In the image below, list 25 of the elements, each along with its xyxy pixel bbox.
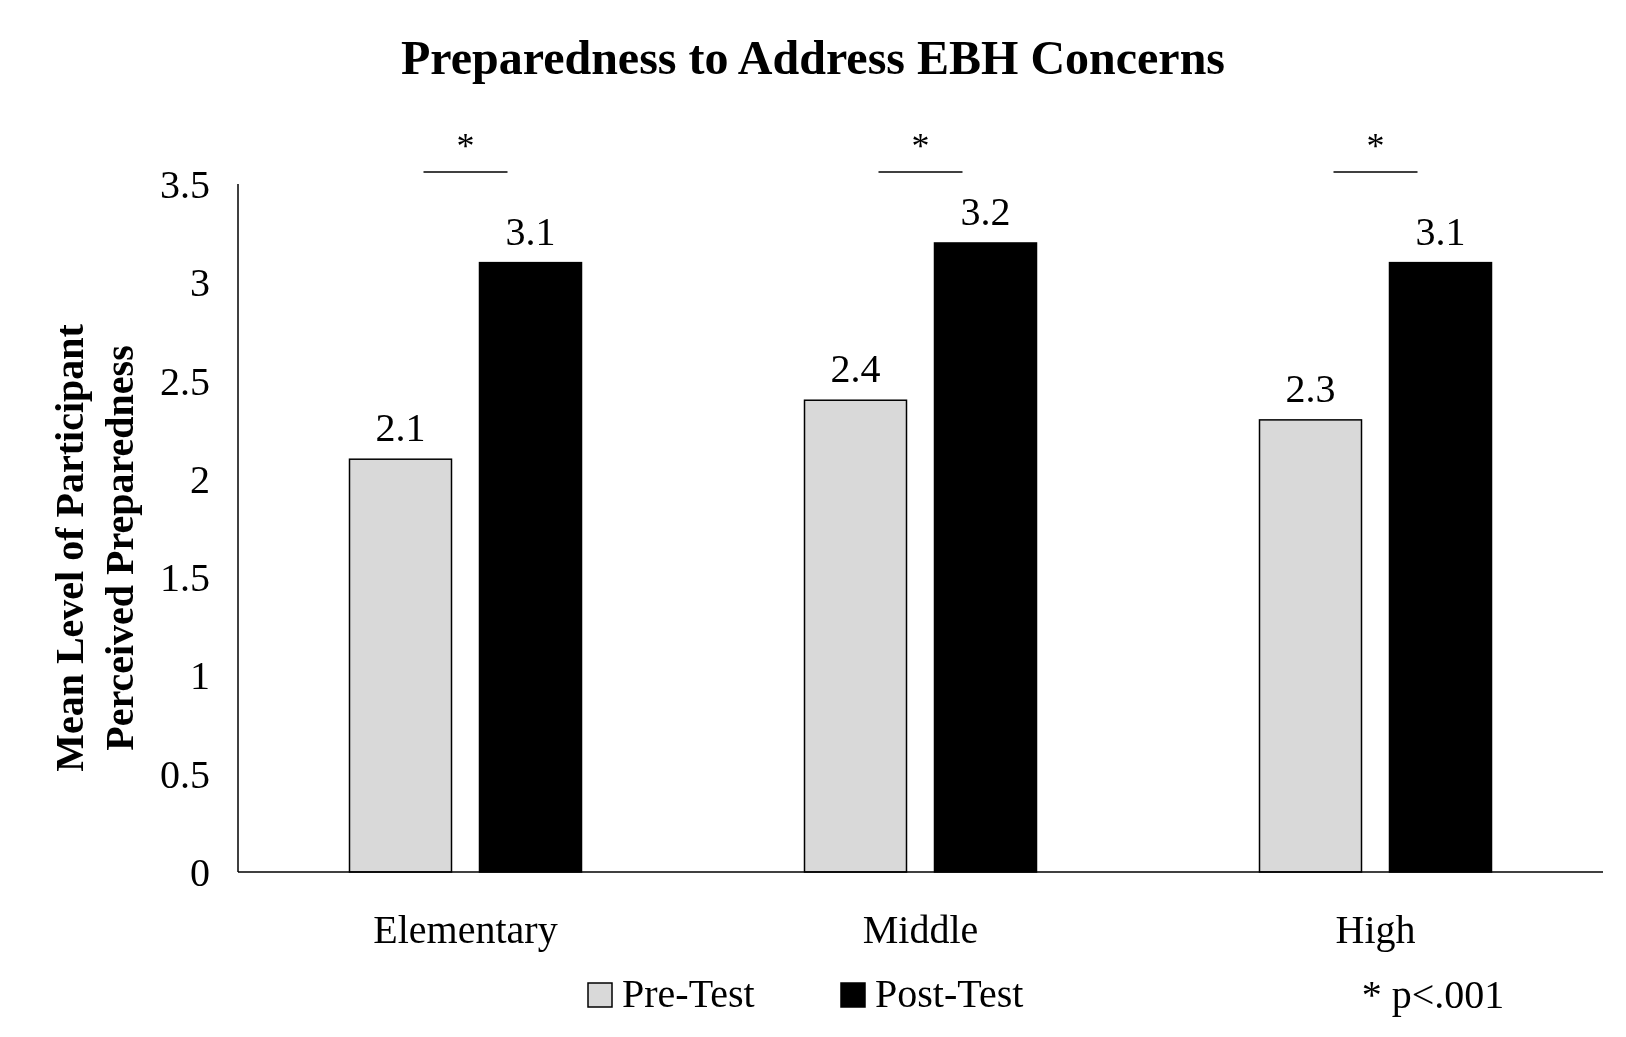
legend-label: Post-Test (875, 971, 1024, 1016)
y-axis-title: Mean Level of Participant Perceived Preparedness (47, 323, 142, 772)
x-tick-label: High (1335, 907, 1416, 952)
x-tick-label: Middle (862, 907, 979, 952)
y-tick-label: 2 (190, 456, 210, 502)
y-tick-label: 0 (190, 850, 210, 895)
x-tick-label: Elementary (373, 907, 558, 952)
y-tick-label: 3 (190, 260, 210, 306)
data-label: 3.2 (960, 188, 1011, 234)
text: * p<.001 (1361, 972, 1505, 1017)
y-tick-label: 3.5 (160, 162, 210, 207)
data-label: 2.1 (375, 405, 426, 451)
data-label: 2.4 (830, 346, 881, 392)
chart-title: Preparedness to Address EBH Concerns (400, 31, 1226, 84)
text: * (456, 126, 475, 166)
data-label: 3.1 (1415, 208, 1466, 254)
y-tick-label: 0.5 (160, 751, 210, 797)
data-label: 3.1 (505, 208, 556, 254)
legend-label: Pre-Test (622, 971, 755, 1016)
text: * (1366, 126, 1385, 166)
y-tick-label: 2.5 (160, 358, 210, 404)
y-tick-label: 1 (190, 653, 210, 699)
text: * (911, 126, 930, 166)
y-tick-label: 1.5 (160, 555, 210, 601)
data-label: 2.3 (1285, 365, 1336, 411)
